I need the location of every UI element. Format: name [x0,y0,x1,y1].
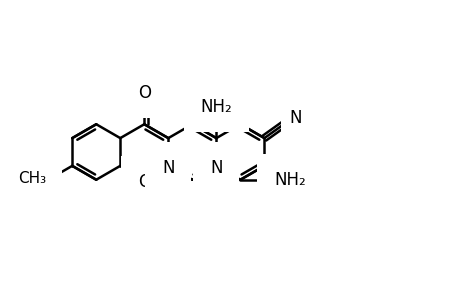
Text: O: O [138,84,151,102]
Text: N: N [210,159,222,177]
Text: NH₂: NH₂ [273,171,305,189]
Text: CH₃: CH₃ [18,171,46,186]
Text: NH₂: NH₂ [200,98,232,116]
Text: N: N [289,109,302,127]
Text: O: O [138,173,151,191]
Text: N: N [162,159,174,177]
